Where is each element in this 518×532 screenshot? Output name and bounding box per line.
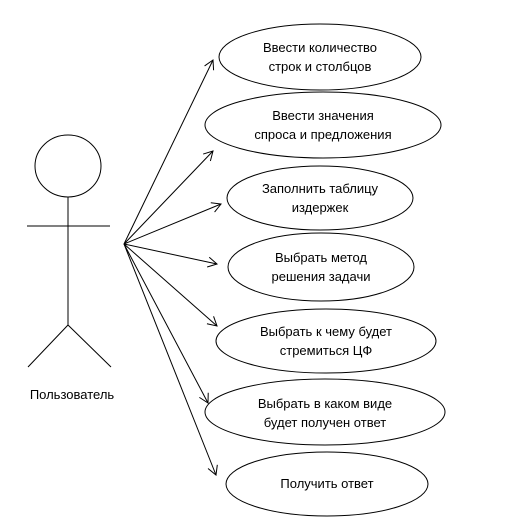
association-arrow — [124, 244, 217, 264]
use-case-label: Ввести значения — [272, 108, 374, 123]
use-case-ellipse — [205, 92, 441, 158]
use-case-label: Получить ответ — [280, 476, 373, 491]
use-case-label: Выбрать к чему будет — [260, 324, 392, 339]
use-case-label: будет получен ответ — [264, 415, 386, 430]
association-arrow — [124, 244, 216, 475]
use-case-2: Ввести значения спроса и предложения — [205, 92, 441, 158]
use-case-label: Ввести количество — [263, 40, 377, 55]
use-case-label: решения задачи — [272, 269, 371, 284]
association-arrow — [124, 204, 221, 244]
association-arrow — [124, 60, 213, 244]
use-case-label: Заполнить таблицу — [262, 181, 379, 196]
use-case-7: Получить ответ — [226, 452, 428, 516]
use-case-6: Выбрать в каком виде будет получен ответ — [205, 379, 445, 445]
use-case-5: Выбрать к чему будет стремиться ЦФ — [216, 309, 436, 373]
use-case-4: Выбрать метод решения задачи — [228, 233, 414, 301]
association-arrow — [124, 244, 208, 403]
use-case-label: издержек — [292, 200, 349, 215]
association-arrow — [124, 151, 213, 244]
use-case-ellipse — [216, 309, 436, 373]
actor — [27, 135, 111, 367]
use-case-label: спроса и предложения — [254, 127, 391, 142]
use-case-ellipse — [205, 379, 445, 445]
use-case-label: Выбрать метод — [275, 250, 367, 265]
actor-head — [35, 135, 101, 197]
use-case-ellipse — [227, 166, 413, 230]
actor-right-leg — [68, 325, 111, 367]
use-case-ellipse — [228, 233, 414, 301]
use-case-ellipse — [219, 24, 421, 90]
use-case-label: строк и столбцов — [269, 59, 372, 74]
actor-label: Пользователь — [30, 387, 115, 402]
association-arrow — [124, 244, 217, 326]
use-case-label: стремиться ЦФ — [280, 343, 373, 358]
use-case-3: Заполнить таблицу издержек — [227, 166, 413, 230]
use-case-label: Выбрать в каком виде — [258, 396, 392, 411]
actor-left-leg — [28, 325, 68, 367]
use-case-1: Ввести количество строк и столбцов — [219, 24, 421, 90]
